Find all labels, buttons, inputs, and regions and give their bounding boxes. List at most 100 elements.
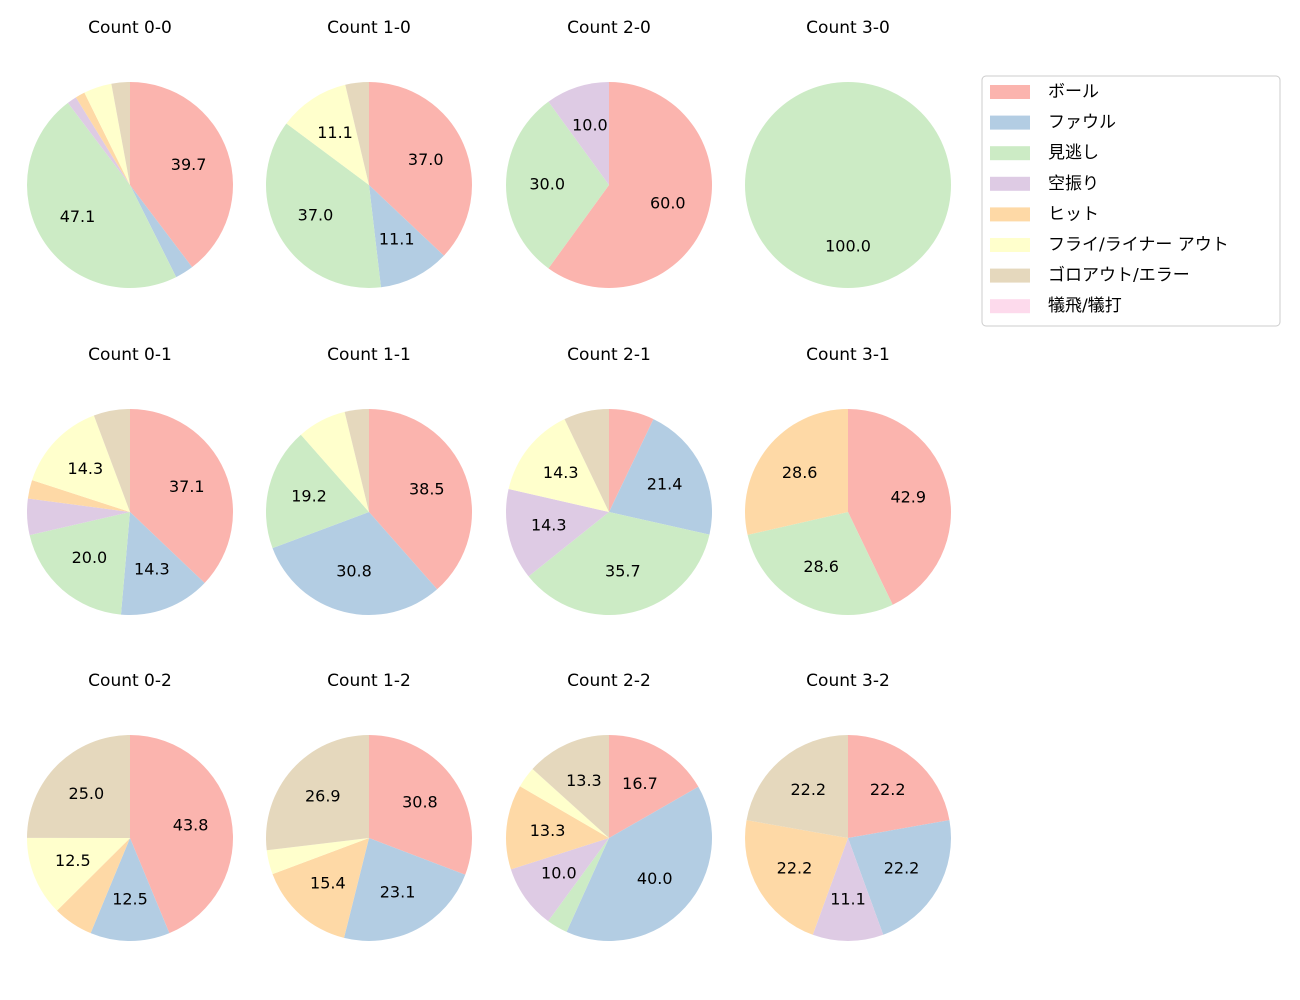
pie-slice [548, 82, 609, 185]
pie-slice [26, 102, 177, 289]
data-label: 37.0 [408, 150, 444, 169]
pie-slice [609, 735, 699, 838]
pie-slice [266, 735, 369, 851]
pie-slice [510, 838, 609, 922]
pie-slice [746, 735, 848, 838]
pie-slice [369, 82, 473, 256]
pie-slice [90, 838, 170, 941]
pie-slice [344, 409, 369, 512]
pie-slice [609, 419, 712, 535]
data-label: 26.9 [305, 786, 341, 805]
pie-title: Count 2-2 [567, 671, 651, 691]
pie-slice [848, 735, 950, 838]
pie-slice [848, 820, 951, 935]
data-label: 11.1 [379, 230, 415, 249]
pie-slice [272, 838, 369, 938]
pie-slice [120, 512, 205, 615]
data-label: 38.5 [409, 480, 445, 499]
legend-label: ヒット [1048, 204, 1099, 224]
legend-label: ボール [1048, 82, 1099, 102]
data-label: 14.3 [543, 463, 579, 482]
pie-slice [566, 786, 712, 941]
data-label: 12.5 [112, 889, 148, 908]
pie-title: Count 0-1 [88, 345, 172, 365]
pie-slice [532, 735, 609, 838]
pie-slice [56, 838, 131, 934]
data-label: 23.1 [380, 882, 416, 901]
data-label: 39.7 [171, 155, 207, 174]
pie-slice [747, 512, 893, 615]
pie-title: Count 3-1 [806, 345, 890, 365]
pie-slice [506, 101, 609, 269]
legend-swatch [990, 238, 1030, 252]
pie-title: Count 2-0 [567, 18, 651, 38]
pie-slice [745, 820, 848, 935]
pie-slice [609, 409, 654, 512]
data-label: 10.0 [541, 864, 577, 883]
pie-slice [27, 498, 131, 536]
pie-slice [266, 838, 369, 875]
pie-slice [286, 84, 369, 185]
data-label: 14.3 [531, 515, 567, 534]
data-label: 22.2 [870, 780, 906, 799]
data-label: 19.2 [291, 487, 327, 506]
pie-slice [29, 512, 130, 615]
pie-slice [345, 82, 369, 185]
pie-slice [75, 92, 130, 185]
pie-title: Count 3-0 [806, 18, 890, 38]
pie-title: Count 0-2 [88, 671, 172, 691]
data-label: 28.6 [782, 463, 818, 482]
data-label: 30.0 [529, 175, 565, 194]
pie-slice [93, 409, 130, 512]
pie-slice [130, 735, 233, 934]
data-label: 30.8 [336, 561, 372, 580]
data-label: 13.3 [530, 821, 566, 840]
data-label: 37.1 [169, 477, 205, 496]
pie-slice [344, 838, 466, 941]
legend-swatch [990, 207, 1030, 222]
data-label: 10.0 [572, 116, 608, 135]
pie-slice [27, 735, 131, 838]
legend-swatch [990, 299, 1030, 314]
pie-slice [266, 123, 381, 288]
pie-slice [812, 838, 884, 941]
data-label: 21.4 [647, 475, 683, 494]
data-label: 22.2 [777, 858, 813, 877]
data-label: 30.8 [402, 792, 438, 811]
pie-title: Count 3-2 [806, 671, 890, 691]
pie-slice [369, 409, 472, 590]
data-label: 22.2 [790, 780, 826, 799]
data-label: 35.7 [605, 562, 641, 581]
data-label: 14.3 [134, 559, 170, 578]
data-label: 28.6 [803, 557, 839, 576]
legend-swatch [990, 176, 1030, 191]
pie-slice [848, 409, 951, 605]
data-label: 13.3 [566, 771, 602, 790]
legend-label: 犠飛/犠打 [1048, 296, 1122, 316]
pie-slice [548, 82, 712, 288]
legend-swatch [990, 85, 1030, 99]
data-label: 22.2 [884, 858, 920, 877]
legend-label: 見逃し [1048, 143, 1099, 163]
data-label: 14.3 [68, 459, 104, 478]
pie-slice [528, 512, 710, 616]
legend-swatch [990, 115, 1030, 130]
pie-title: Count 2-1 [567, 345, 651, 365]
pie-slice [272, 512, 438, 615]
legend-swatch [990, 268, 1030, 283]
pie-title: Count 1-2 [327, 671, 411, 691]
legend-label: ファウル [1048, 113, 1116, 133]
pie-slice [266, 434, 369, 549]
data-label: 16.7 [622, 774, 658, 793]
legend-box [981, 75, 1281, 327]
pie-slice [369, 185, 444, 288]
data-label: 43.8 [173, 815, 209, 834]
pie-slice [130, 82, 233, 268]
pie-slice [300, 411, 369, 512]
legend-swatch [990, 146, 1030, 161]
pie-slice [67, 97, 130, 185]
data-label: 12.5 [55, 851, 91, 870]
data-label: 11.1 [830, 889, 866, 908]
pie-slice [548, 838, 609, 932]
